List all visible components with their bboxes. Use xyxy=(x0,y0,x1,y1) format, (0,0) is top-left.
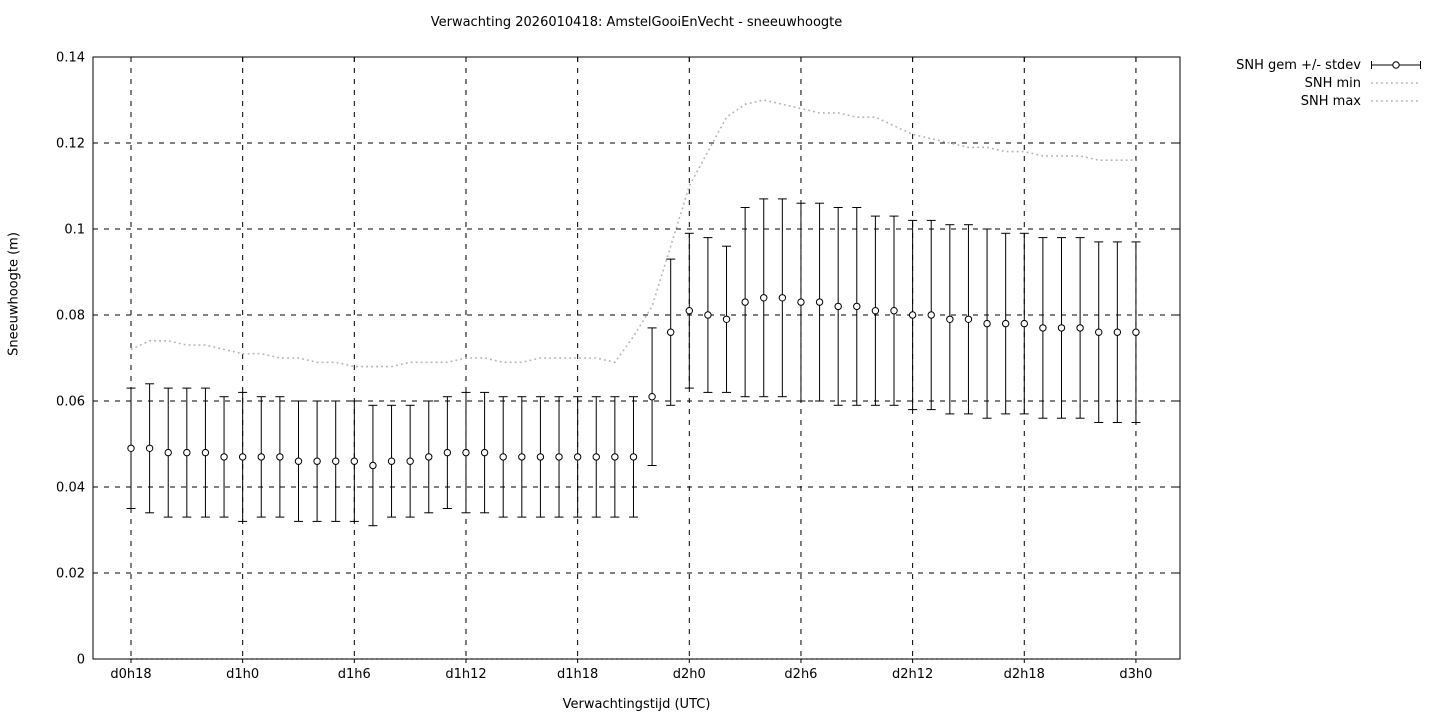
x-tick-label: d2h18 xyxy=(1004,667,1045,682)
y-tick-label: 0.12 xyxy=(56,137,85,152)
mean-marker xyxy=(871,307,880,315)
legend-item-snh-min: SNH min xyxy=(1236,75,1422,91)
x-tick-label: d1h18 xyxy=(557,667,598,682)
mean-marker xyxy=(1020,319,1028,328)
mean-marker xyxy=(890,307,898,315)
mean-marker xyxy=(573,453,582,461)
mean-marker xyxy=(536,453,545,461)
x-tick-label: d2h6 xyxy=(784,667,817,682)
mean-marker xyxy=(983,319,991,328)
mean-marker xyxy=(276,453,284,461)
mean-marker xyxy=(238,453,247,461)
mean-marker xyxy=(127,444,135,452)
y-tick-label: 0.1 xyxy=(64,223,85,238)
mean-marker xyxy=(1113,328,1122,336)
mean-marker xyxy=(350,457,359,465)
mean-marker xyxy=(1076,324,1084,332)
mean-marker xyxy=(853,302,861,311)
y-tick-label: 0.02 xyxy=(56,567,85,582)
mean-marker xyxy=(518,453,526,461)
mean-marker xyxy=(164,448,172,457)
snh-max-line xyxy=(130,99,1136,368)
mean-marker xyxy=(406,457,414,465)
mean-marker xyxy=(908,311,917,319)
x-tick-label: d1h0 xyxy=(226,667,259,682)
mean-marker xyxy=(1132,328,1140,336)
mean-marker xyxy=(629,453,638,461)
mean-marker xyxy=(387,457,396,465)
mean-marker xyxy=(1039,324,1047,332)
x-tick-label: d2h12 xyxy=(892,667,933,682)
legend-item-snh-max: SNH max xyxy=(1236,93,1422,109)
mean-marker xyxy=(1057,324,1066,332)
mean-marker xyxy=(666,328,675,336)
mean-marker xyxy=(462,448,470,457)
plot-frame xyxy=(92,56,1181,660)
mean-marker xyxy=(815,298,824,306)
x-axis-label: Verwachtingstijd (UTC) xyxy=(562,697,711,712)
x-tick-label: d3h0 xyxy=(1119,667,1152,682)
dotted-line-sample-icon xyxy=(1371,82,1421,84)
mean-marker xyxy=(183,448,191,457)
mean-marker xyxy=(592,453,600,461)
mean-marker xyxy=(369,461,377,470)
x-tick-label: d0h18 xyxy=(110,667,151,682)
mean-marker xyxy=(964,315,973,323)
mean-marker xyxy=(499,453,507,461)
legend-item-snh-gem: SNH gem +/- stdev xyxy=(1236,57,1422,73)
y-tick-label: 0.06 xyxy=(56,395,85,410)
mean-marker xyxy=(313,457,321,465)
legend-label-snh-max: SNH max xyxy=(1300,93,1361,109)
legend: SNH gem +/- stdev SNH min SNH max xyxy=(1236,57,1422,109)
mean-marker xyxy=(778,294,787,302)
mean-marker xyxy=(425,453,433,461)
mean-marker xyxy=(332,457,340,465)
mean-marker xyxy=(1001,319,1010,328)
mean-marker xyxy=(145,444,154,452)
mean-marker xyxy=(443,448,452,457)
mean-marker xyxy=(946,315,954,323)
mean-marker xyxy=(741,298,749,306)
y-tick-label: 0.08 xyxy=(56,309,85,324)
y-tick-label: 0 xyxy=(77,653,85,668)
y-axis-label: Sneeuwhoogte (m) xyxy=(6,232,22,356)
mean-marker xyxy=(760,294,768,302)
mean-marker xyxy=(685,307,693,315)
y-tick-label: 0.14 xyxy=(56,51,85,66)
mean-marker xyxy=(294,457,303,465)
dotted-line-sample-icon xyxy=(1371,100,1421,102)
y-tick-label: 0.04 xyxy=(56,481,85,496)
mean-marker xyxy=(611,453,619,461)
mean-marker xyxy=(648,393,656,401)
mean-marker xyxy=(797,298,805,306)
mean-marker xyxy=(927,311,935,319)
legend-label-snh-min: SNH min xyxy=(1304,75,1361,91)
x-tick-label: d1h6 xyxy=(338,667,371,682)
x-tick-label: d2h0 xyxy=(673,667,706,682)
legend-label-snh-gem: SNH gem +/- stdev xyxy=(1236,57,1361,73)
chart-title: Verwachting 2026010418: AmstelGooiEnVech… xyxy=(430,15,843,30)
x-tick-label: d1h12 xyxy=(445,667,486,682)
mean-marker xyxy=(704,311,712,319)
mean-marker xyxy=(220,453,228,461)
mean-marker xyxy=(1095,328,1103,336)
mean-marker xyxy=(480,448,489,457)
mean-marker xyxy=(834,302,842,311)
mean-marker xyxy=(201,448,210,457)
mean-marker xyxy=(555,453,563,461)
mean-marker xyxy=(257,453,265,461)
mean-marker xyxy=(722,315,731,323)
errorbar-sample-icon xyxy=(1371,61,1421,69)
